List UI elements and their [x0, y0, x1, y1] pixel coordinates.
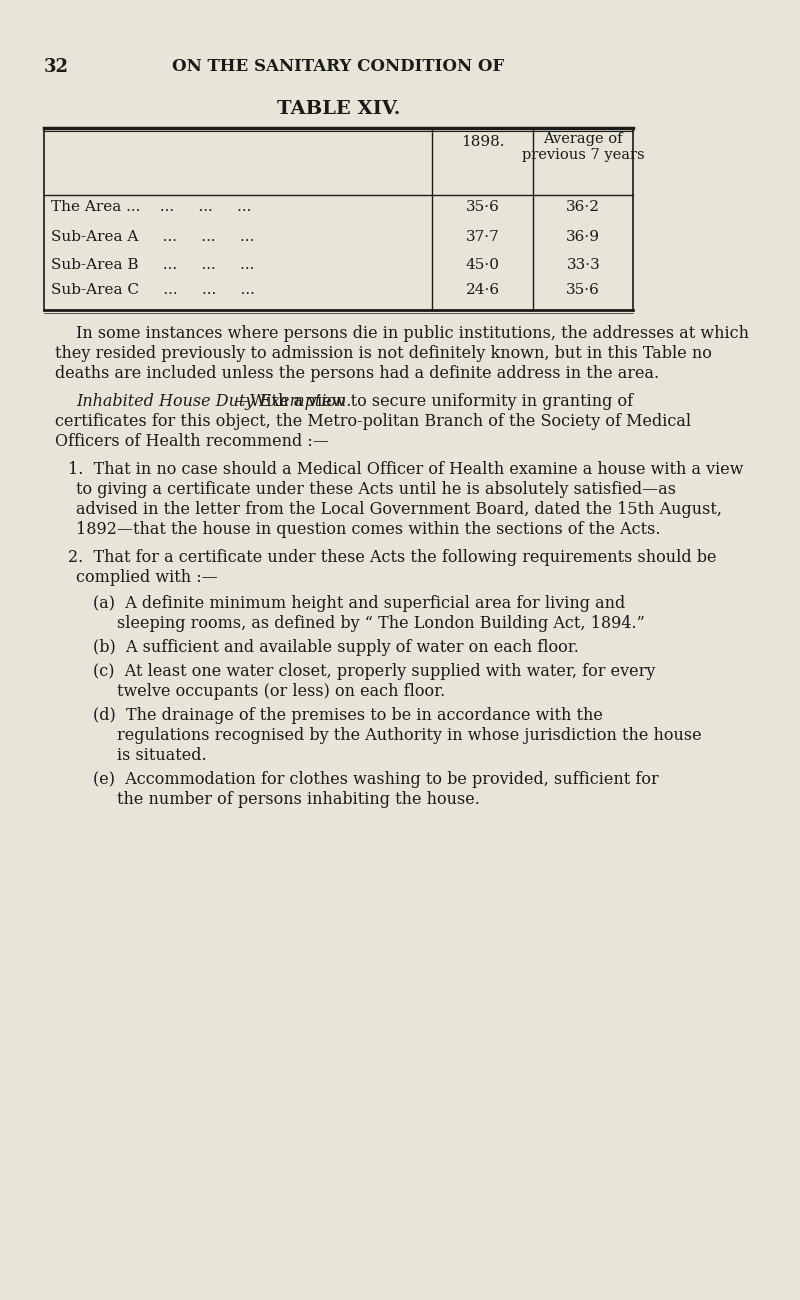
Text: Average of
previous 7 years: Average of previous 7 years — [522, 133, 645, 162]
Text: Sub-Area C     ...     ...     ...: Sub-Area C ... ... ... — [50, 283, 254, 296]
Text: certificates for this object, the Metro­politan Branch of the Society of Medical: certificates for this object, the Metro­… — [55, 413, 691, 430]
Text: (c)  At least one water closet, properly supplied with water, for every: (c) At least one water closet, properly … — [93, 663, 655, 680]
Text: TABLE XIV.: TABLE XIV. — [277, 100, 400, 118]
Text: 1892—that the house in question comes within the sections of the Acts.: 1892—that the house in question comes wi… — [76, 521, 661, 538]
Text: Sub-Area B     ...     ...     ...: Sub-Area B ... ... ... — [50, 257, 254, 272]
Text: 36·9: 36·9 — [566, 230, 600, 244]
Text: The Area ...    ...     ...     ...: The Area ... ... ... ... — [50, 200, 251, 214]
Text: sleeping rooms, as defined by “ The London Building Act, 1894.”: sleeping rooms, as defined by “ The Lond… — [117, 615, 645, 632]
Text: to giving a certificate under these Acts until he is absolutely satisfied—as: to giving a certificate under these Acts… — [76, 481, 676, 498]
Text: the number of persons inhabiting the house.: the number of persons inhabiting the hou… — [117, 790, 480, 809]
Text: (a)  A definite minimum height and superficial area for living and: (a) A definite minimum height and superf… — [93, 595, 626, 612]
Text: (d)  The drainage of the premises to be in accordance with the: (d) The drainage of the premises to be i… — [93, 707, 603, 724]
Text: 2.  That for a certificate under these Acts the following requirements should be: 2. That for a certificate under these Ac… — [68, 549, 716, 566]
Text: deaths are included unless the persons had a definite address in the area.: deaths are included unless the persons h… — [55, 365, 659, 382]
Text: Officers of Health recommend :—: Officers of Health recommend :— — [55, 433, 329, 450]
Text: 35·6: 35·6 — [566, 283, 600, 296]
Text: twelve occupants (or less) on each floor.: twelve occupants (or less) on each floor… — [117, 682, 445, 699]
Text: 35·6: 35·6 — [466, 200, 499, 214]
Text: 32: 32 — [44, 58, 69, 75]
Text: ON THE SANITARY CONDITION OF: ON THE SANITARY CONDITION OF — [173, 58, 505, 75]
Text: Sub-Area A     ...     ...     ...: Sub-Area A ... ... ... — [50, 230, 254, 244]
Text: Inhabited House Duty Exemption.: Inhabited House Duty Exemption. — [76, 393, 351, 410]
Text: 1.  That in no case should a Medical Officer of Health examine a house with a vi: 1. That in no case should a Medical Offi… — [68, 462, 743, 478]
Text: 24·6: 24·6 — [466, 283, 500, 296]
Text: they resided previously to admission is not definitely known, but in this Table : they resided previously to admission is … — [55, 344, 712, 361]
Text: advised in the letter from the Local Government Board, dated the 15th August,: advised in the letter from the Local Gov… — [76, 500, 722, 517]
Text: 37·7: 37·7 — [466, 230, 499, 244]
Text: —With a view to secure uniformity in granting of: —With a view to secure uniformity in gra… — [234, 393, 633, 410]
Text: 1898.: 1898. — [461, 135, 504, 150]
Text: regulations recognised by the Authority in whose jurisdiction the house: regulations recognised by the Authority … — [117, 727, 702, 744]
Text: (e)  Accommodation for clothes washing to be provided, sufficient for: (e) Accommodation for clothes washing to… — [93, 771, 659, 788]
Text: In some instances where persons die in public institutions, the addresses at whi: In some instances where persons die in p… — [76, 325, 749, 342]
Text: complied with :—: complied with :— — [76, 569, 218, 586]
Text: 33·3: 33·3 — [566, 257, 600, 272]
Text: is situated.: is situated. — [117, 747, 206, 764]
Text: 36·2: 36·2 — [566, 200, 600, 214]
Text: (b)  A sufficient and available supply of water on each floor.: (b) A sufficient and available supply of… — [93, 640, 579, 656]
Text: 45·0: 45·0 — [466, 257, 499, 272]
